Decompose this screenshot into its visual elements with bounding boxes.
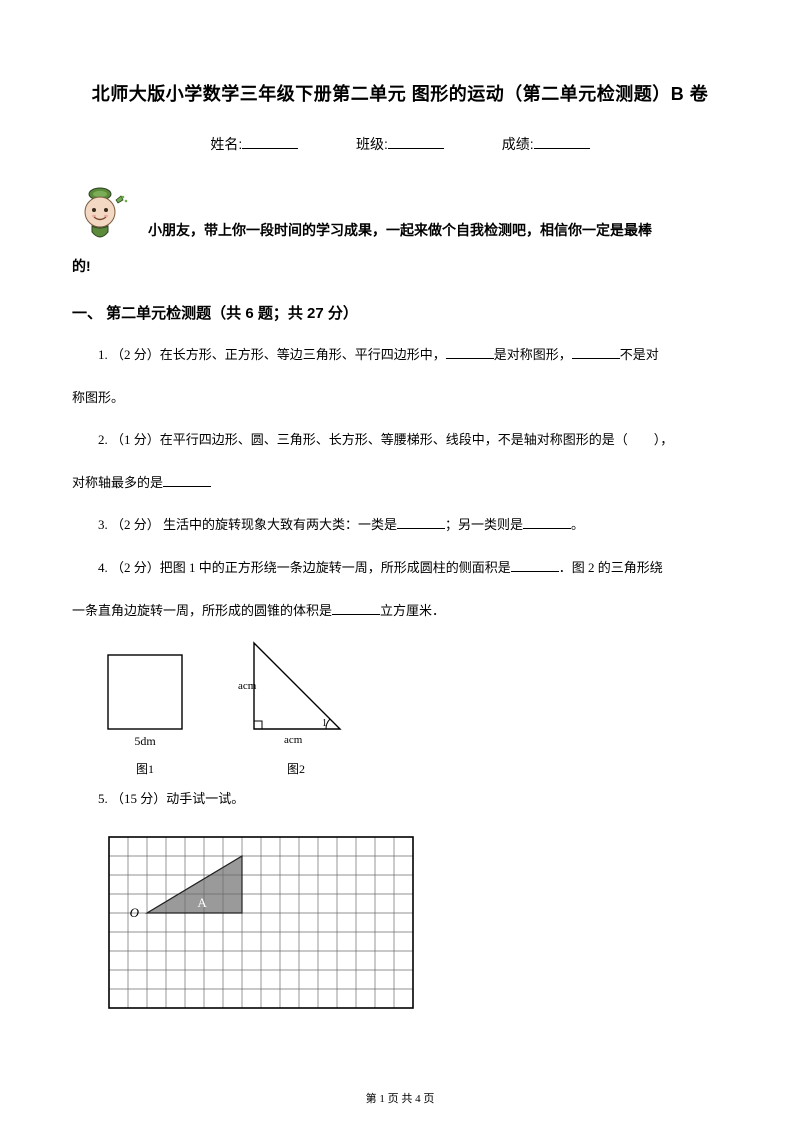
figure-2-svg: 1 acm acm bbox=[236, 639, 356, 749]
figure-1-caption: 图1 bbox=[100, 760, 190, 777]
figure-1: 5dm 图1 bbox=[100, 649, 190, 777]
q4-pre: 4. （2 分）把图 1 中的正方形绕一条边旋转一周，所形成圆柱的侧面积是 bbox=[98, 560, 511, 575]
q3-post: 。 bbox=[571, 517, 584, 532]
class-label: 班级: bbox=[356, 134, 388, 154]
question-2: 2. （1 分）在平行四边形、圆、三角形、长方形、等腰梯形、线段中，不是轴对称图… bbox=[72, 426, 728, 455]
q1-mid: 是对称图形， bbox=[494, 347, 572, 362]
q1-blank-1[interactable] bbox=[446, 346, 494, 359]
class-blank[interactable] bbox=[388, 134, 444, 149]
fig1-side-label: 5dm bbox=[134, 734, 156, 748]
svg-text:A: A bbox=[197, 895, 207, 910]
grid-svg: OA bbox=[100, 828, 422, 1017]
score-label: 成绩: bbox=[502, 134, 534, 154]
q4-post: ．图 2 的三角形绕 bbox=[559, 560, 663, 575]
question-1-cont: 称图形。 bbox=[72, 384, 728, 413]
q4-cont-pre: 一条直角边旋转一周，所形成的圆锥的体积是 bbox=[72, 603, 332, 618]
fig2-vert-label: acm bbox=[238, 680, 257, 692]
q1-blank-2[interactable] bbox=[572, 346, 620, 359]
intro-line2: 的! bbox=[72, 252, 728, 280]
page-title: 北师大版小学数学三年级下册第二单元 图形的运动（第二单元检测题）B 卷 bbox=[72, 80, 728, 106]
score-blank[interactable] bbox=[534, 134, 590, 149]
question-4-cont: 一条直角边旋转一周，所形成的圆锥的体积是 立方厘米． bbox=[72, 597, 728, 626]
question-4: 4. （2 分）把图 1 中的正方形绕一条边旋转一周，所形成圆柱的侧面积是 ．图 … bbox=[72, 554, 728, 583]
question-2-cont: 对称轴最多的是 bbox=[72, 469, 728, 498]
id-fields-row: 姓名: 班级: 成绩: bbox=[72, 134, 728, 154]
q2-blank[interactable] bbox=[163, 474, 211, 487]
q3-blank-2[interactable] bbox=[523, 516, 571, 529]
q3-pre: 3. （2 分） 生活中的旋转现象大致有两大类：一类是 bbox=[98, 517, 397, 532]
page-footer: 第 1 页 共 4 页 bbox=[0, 1090, 800, 1106]
intro-row: 小朋友，带上你一段时间的学习成果，一起来做个自我检测吧，相信你一定是最棒 bbox=[72, 184, 728, 246]
q1-pre: 1. （2 分）在长方形、正方形、等边三角形、平行四边形中， bbox=[98, 347, 446, 362]
question-1: 1. （2 分）在长方形、正方形、等边三角形、平行四边形中， 是对称图形， 不是对 bbox=[72, 341, 728, 370]
figure-2: 1 acm acm 图2 bbox=[236, 639, 356, 777]
question-5: 5. （15 分）动手试一试。 bbox=[72, 785, 728, 814]
fig2-horiz-label: acm bbox=[284, 734, 303, 746]
figure-2-caption: 图2 bbox=[236, 760, 356, 777]
q4-cont-post: 立方厘米． bbox=[380, 603, 445, 618]
svg-text:O: O bbox=[130, 905, 140, 920]
q2-pre: 2. （1 分）在平行四边形、圆、三角形、长方形、等腰梯形、线段中，不是轴对称图… bbox=[98, 432, 673, 447]
q3-mid: ；另一类则是 bbox=[445, 517, 523, 532]
figures-row: 5dm 图1 1 acm acm 图2 bbox=[100, 639, 728, 777]
grid-figure: OA bbox=[100, 828, 728, 1022]
q4-blank-1[interactable] bbox=[511, 559, 559, 572]
q3-blank-1[interactable] bbox=[397, 516, 445, 529]
mascot-icon bbox=[72, 184, 134, 246]
fig2-angle-label: 1 bbox=[322, 718, 327, 729]
q4-blank-2[interactable] bbox=[332, 602, 380, 615]
name-blank[interactable] bbox=[242, 134, 298, 149]
section-heading: 一、 第二单元检测题（共 6 题；共 27 分） bbox=[72, 302, 728, 323]
q1-post: 不是对 bbox=[620, 347, 659, 362]
name-label: 姓名: bbox=[210, 134, 242, 154]
page: 北师大版小学数学三年级下册第二单元 图形的运动（第二单元检测题）B 卷 姓名: … bbox=[0, 0, 800, 1132]
q2-cont-pre: 对称轴最多的是 bbox=[72, 475, 163, 490]
figure-1-svg: 5dm bbox=[100, 649, 190, 749]
question-3: 3. （2 分） 生活中的旋转现象大致有两大类：一类是 ；另一类则是 。 bbox=[72, 511, 728, 540]
intro-line1: 小朋友，带上你一段时间的学习成果，一起来做个自我检测吧，相信你一定是最棒 bbox=[148, 216, 728, 246]
